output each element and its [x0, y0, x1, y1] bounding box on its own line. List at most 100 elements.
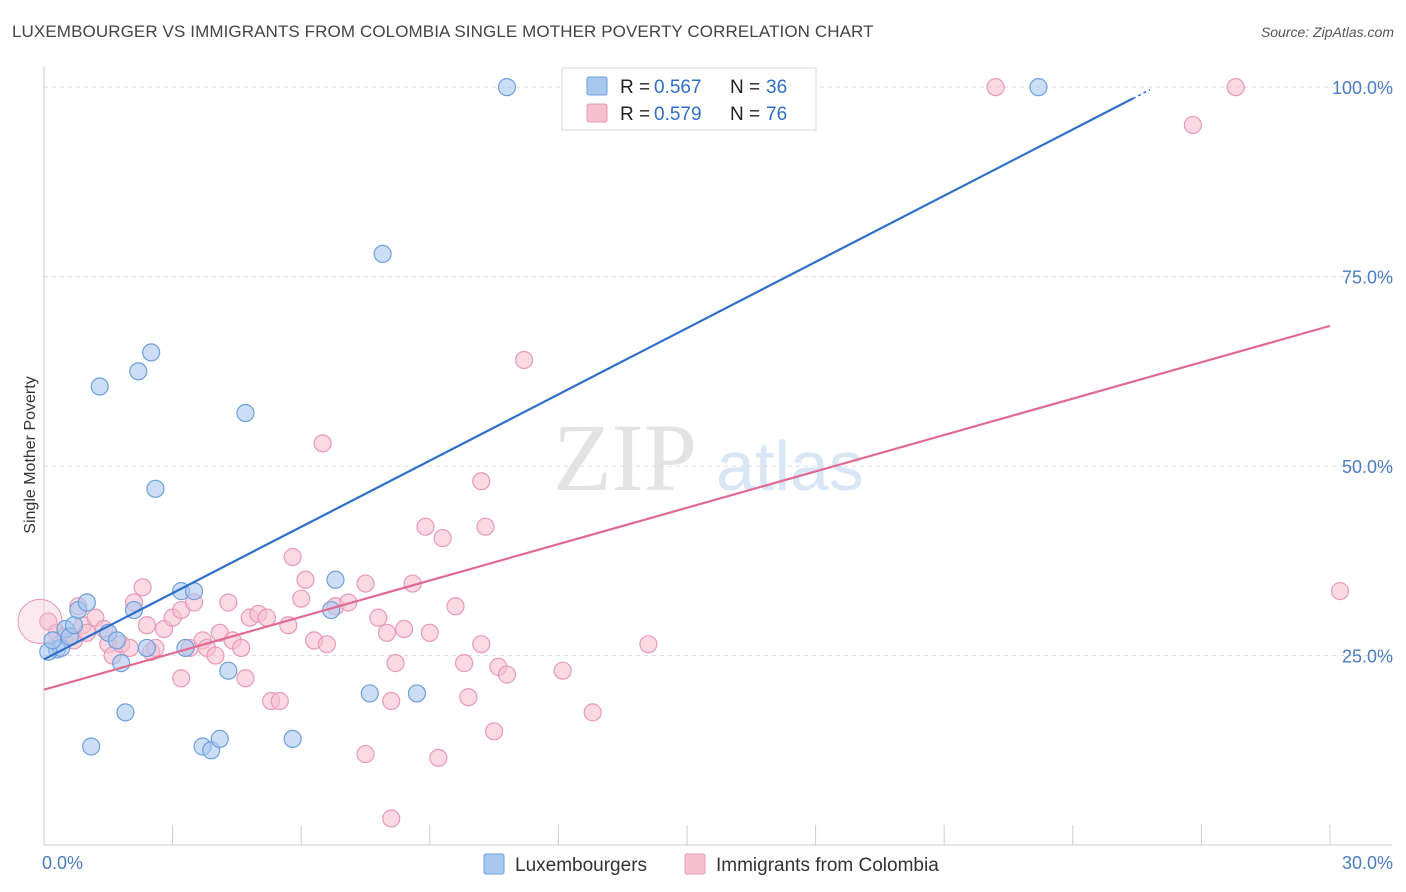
colombia-point-36 [270, 691, 289, 711]
legend-swatch-pink [586, 103, 608, 123]
luxembourger-point-8 [90, 377, 109, 396]
colombia-point-14 [133, 578, 152, 597]
bottom-legend: Luxembourgers Immigrants from Colombia [483, 853, 939, 876]
bottom-legend-swatch-colombia [684, 853, 706, 875]
colombia-point-47 [356, 744, 375, 764]
colombia-point-72 [1183, 115, 1202, 135]
luxembourger-points [39, 78, 1048, 760]
colombia-trend-line [43, 324, 1331, 691]
luxembourger-point-6 [77, 593, 96, 612]
colombia-point-38 [283, 547, 302, 567]
luxembourger-point-26 [283, 729, 302, 749]
bottom-legend-label-colombia: Immigrants from Colombia [716, 855, 939, 876]
trend-lines [43, 89, 1331, 691]
colombia-point-71 [986, 78, 1005, 97]
colombia-point-64 [485, 722, 504, 741]
colombia-point-58 [446, 597, 465, 616]
colombia-point-62 [472, 472, 491, 491]
legend-swatch-blue [586, 76, 608, 96]
colombia-point-30 [232, 638, 251, 658]
luxembourger-point-29 [360, 684, 379, 703]
luxembourger-point-14 [129, 362, 148, 381]
luxembourger-point-33 [1029, 78, 1048, 97]
luxembourger-point-24 [219, 661, 238, 680]
colombia-point-66 [497, 665, 517, 684]
colombia-point-42 [313, 434, 332, 453]
legend-r-value-1: 0.567 [654, 77, 702, 98]
luxembourger-point-35 [43, 631, 62, 650]
y-tick-label-3: 100.0% [1332, 78, 1393, 98]
colombia-point-50 [382, 691, 401, 711]
colombia-point-57 [433, 528, 452, 548]
colombia-point-67 [515, 350, 534, 370]
luxembourger-point-28 [326, 570, 345, 589]
colombia-point-75 [382, 809, 401, 828]
luxembourger-point-4 [64, 616, 84, 635]
colombia-point-48 [369, 608, 388, 627]
colombia-point-51 [386, 654, 405, 673]
luxembourger-point-15 [137, 638, 156, 658]
colombia-point-54 [416, 517, 435, 536]
grid-lines [44, 86, 1392, 657]
y-tick-label-1: 50.0% [1342, 457, 1393, 477]
colombia-point-61 [472, 635, 491, 654]
legend-n-label-2: N = [730, 104, 760, 125]
luxembourger-point-25 [236, 403, 255, 423]
legend-r-label-2: R = [620, 104, 650, 125]
legend-n-value-2: 76 [766, 104, 787, 125]
legend-n-label-1: N = [730, 77, 760, 98]
chart-title: LUXEMBOURGER VS IMMIGRANTS FROM COLOMBIA… [12, 22, 874, 41]
colombia-point-28 [219, 593, 238, 612]
colombia-point-15 [137, 616, 156, 635]
colombia-point-21 [172, 669, 191, 688]
axes [43, 66, 1392, 846]
luxembourger-point-31 [407, 684, 427, 703]
colombia-point-55 [420, 623, 439, 642]
bottom-legend-swatch-luxembourgers [483, 853, 505, 875]
y-tick-labels: 25.0% 50.0% 75.0% 100.0% [1332, 78, 1393, 666]
luxembourger-point-16 [142, 343, 161, 362]
luxembourger-trend-line [43, 97, 1134, 661]
colombia-point-43 [317, 635, 337, 654]
x-tick-label-1: 30.0% [1342, 853, 1393, 873]
colombia-point-69 [583, 703, 602, 722]
colombia-point-31 [236, 669, 255, 688]
watermark: ZIP atlas [553, 404, 864, 511]
watermark-zip: ZIP [553, 404, 697, 511]
luxembourger-point-17 [146, 479, 165, 498]
colombia-point-74 [1330, 582, 1350, 601]
luxembourger-point-30 [373, 244, 392, 263]
colombia-point-70 [639, 635, 658, 654]
luxembourger-point-12 [116, 703, 135, 722]
x-tick-label-0: 0.0% [42, 853, 83, 873]
colombia-point-63 [476, 517, 495, 536]
y-tick-label-0: 25.0% [1342, 647, 1393, 667]
legend-r-label-1: R = [620, 77, 650, 98]
colombia-point-46 [356, 574, 375, 593]
colombia-point-52 [394, 619, 414, 639]
colombia-point-40 [296, 570, 315, 589]
luxembourger-point-10 [107, 631, 126, 650]
x-tick-labels: 0.0% 30.0% [42, 853, 1393, 873]
colombia-point-39 [292, 589, 311, 608]
luxembourger-trend-extension [1132, 89, 1151, 100]
colombia-point-34 [257, 608, 277, 627]
colombia-point-68 [553, 661, 572, 680]
legend-box: R = 0.567 N = 36 R = 0.579 N = 76 [561, 67, 817, 131]
colombia-point-60 [459, 688, 478, 707]
colombia-point-56 [429, 748, 448, 767]
bottom-legend-label-luxembourgers: Luxembourgers [515, 855, 647, 876]
luxembourger-point-23 [210, 729, 229, 749]
colombia-point-26 [206, 646, 225, 665]
y-axis-label: Single Mother Poverty [22, 376, 39, 533]
colombia-point-59 [454, 654, 474, 673]
legend-n-value-1: 36 [766, 77, 787, 98]
luxembourger-point-32 [497, 78, 517, 97]
colombia-point-49 [377, 623, 397, 642]
source-credit: Source: ZipAtlas.com [1260, 24, 1394, 40]
legend-r-value-2: 0.579 [654, 104, 702, 125]
luxembourger-point-7 [82, 737, 101, 756]
y-tick-label-2: 75.0% [1342, 268, 1393, 288]
colombia-point-73 [1226, 78, 1245, 97]
